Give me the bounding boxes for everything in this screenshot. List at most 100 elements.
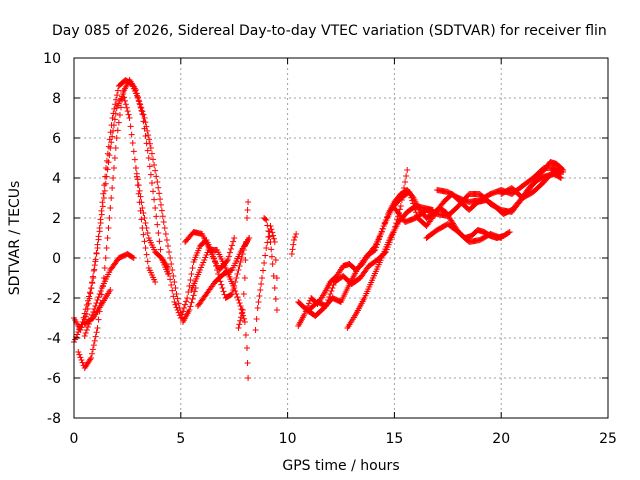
data-point xyxy=(88,285,95,291)
data-point xyxy=(155,230,162,236)
data-point xyxy=(151,196,158,203)
data-point xyxy=(139,111,146,117)
data-point xyxy=(138,216,145,223)
data-point xyxy=(141,115,148,121)
data-point xyxy=(403,173,410,179)
data-point xyxy=(150,156,157,163)
data-point xyxy=(173,291,180,297)
data-point xyxy=(75,349,82,355)
data-point xyxy=(129,140,136,146)
data-point xyxy=(398,197,405,203)
data-point xyxy=(139,205,146,211)
data-point xyxy=(238,314,245,321)
data-point xyxy=(240,291,247,297)
data-point xyxy=(112,145,119,151)
data-point xyxy=(93,250,100,257)
data-point xyxy=(237,259,244,265)
data-point xyxy=(133,170,140,177)
data-point xyxy=(115,119,122,126)
data-point xyxy=(373,244,380,251)
data-point xyxy=(237,317,244,324)
data-point xyxy=(375,239,382,245)
data-point xyxy=(268,253,275,260)
data-point xyxy=(408,194,415,201)
data-point xyxy=(105,225,112,231)
data-point xyxy=(84,297,91,304)
data-point xyxy=(234,271,241,277)
data-point xyxy=(82,330,89,336)
data-point xyxy=(329,285,336,291)
data-point xyxy=(218,281,225,288)
data-point xyxy=(102,180,109,187)
data-point xyxy=(178,311,185,318)
y-tick-label: 10 xyxy=(43,51,61,67)
data-point xyxy=(131,156,138,163)
data-point xyxy=(107,287,114,293)
data-point xyxy=(169,267,176,273)
data-point xyxy=(122,101,129,108)
data-point xyxy=(140,210,147,216)
data-point xyxy=(167,255,174,261)
data-point xyxy=(110,175,117,181)
data-point xyxy=(272,296,279,302)
data-point xyxy=(260,267,267,274)
data-point xyxy=(236,300,243,306)
data-point xyxy=(133,90,140,97)
data-point xyxy=(94,297,101,303)
data-point xyxy=(241,319,248,325)
data-point xyxy=(236,321,243,328)
data-point xyxy=(136,187,143,194)
data-point xyxy=(229,242,236,249)
data-point xyxy=(104,235,111,241)
data-point xyxy=(235,325,242,331)
data-point xyxy=(101,265,108,271)
data-point xyxy=(141,125,148,132)
data-point xyxy=(109,133,116,140)
data-point xyxy=(89,273,96,280)
data-point xyxy=(99,203,106,210)
data-point xyxy=(130,148,137,155)
data-point xyxy=(498,235,505,241)
data-point xyxy=(262,252,269,259)
data-point xyxy=(231,235,238,241)
data-point xyxy=(141,215,148,221)
data-point xyxy=(145,155,152,161)
data-point xyxy=(164,265,171,271)
data-point xyxy=(76,351,83,358)
data-point xyxy=(270,273,277,279)
data-point xyxy=(105,159,112,166)
data-point xyxy=(92,333,99,340)
data-point xyxy=(84,324,91,330)
data-point xyxy=(231,285,238,291)
data-point xyxy=(505,229,512,236)
data-point xyxy=(137,193,144,200)
data-point xyxy=(130,255,137,261)
y-tick-label: 8 xyxy=(52,91,61,107)
data-point xyxy=(375,236,382,243)
data-point xyxy=(162,231,169,237)
x-tick-label: 15 xyxy=(385,431,403,447)
data-point xyxy=(88,355,95,361)
data-point xyxy=(107,145,114,151)
data-point xyxy=(293,231,300,237)
data-point xyxy=(230,238,237,245)
data-point xyxy=(377,231,384,237)
data-point xyxy=(191,288,198,295)
chart-title: Day 085 of 2026, Sidereal Day-to-day VTE… xyxy=(52,23,607,39)
data-point xyxy=(87,289,94,296)
data-point xyxy=(378,228,385,235)
data-point xyxy=(242,257,249,263)
data-point xyxy=(103,157,110,164)
data-point xyxy=(376,233,383,240)
data-point xyxy=(189,265,196,271)
data-point xyxy=(252,327,259,333)
y-tick-label: 2 xyxy=(52,211,61,227)
data-point xyxy=(177,315,184,321)
data-point xyxy=(172,301,179,308)
data-point xyxy=(142,245,149,251)
data-point xyxy=(238,255,245,261)
data-point xyxy=(113,135,120,141)
data-point xyxy=(174,295,181,302)
data-point xyxy=(154,179,161,185)
